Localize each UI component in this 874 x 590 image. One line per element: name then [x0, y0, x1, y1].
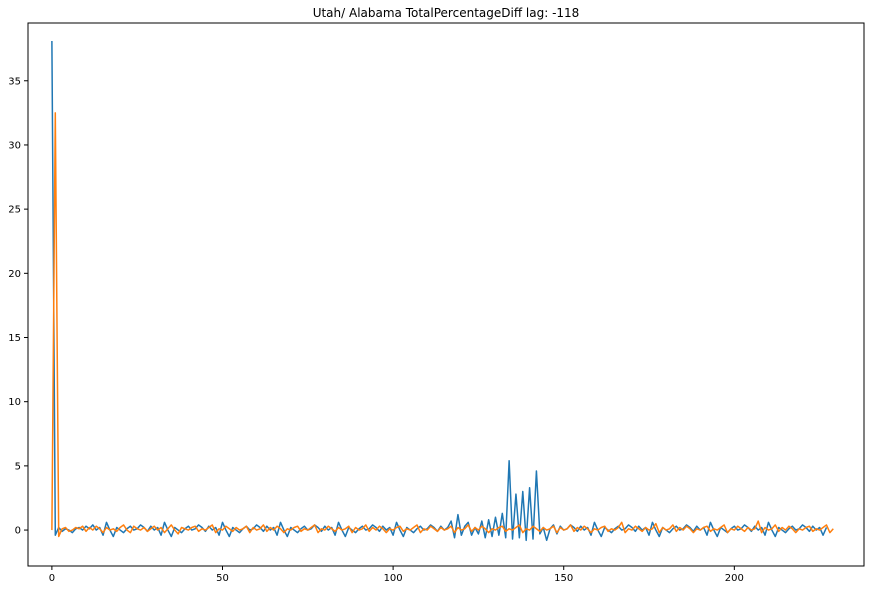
x-tick-label-1: 50	[216, 573, 229, 584]
y-tick-label-0: 0	[15, 526, 21, 537]
x-tick-label-4: 200	[725, 573, 744, 584]
x-tick-label-3: 150	[554, 573, 573, 584]
series-layer	[51, 40, 834, 542]
x-tick-label-0: 0	[49, 573, 55, 584]
y-tick-label-5: 25	[8, 205, 21, 216]
tick-layer: 0 50 100 150 200 0 5 10 15 20 25 30 35	[8, 76, 744, 584]
y-tick-label-7: 35	[8, 76, 21, 87]
y-tick-label-1: 5	[15, 461, 21, 472]
plot-frame	[27, 22, 865, 567]
series-line-1	[51, 112, 834, 538]
y-tick-label-3: 15	[8, 333, 21, 344]
x-tick-label-2: 100	[384, 573, 403, 584]
chart-title: Utah/ Alabama TotalPercentageDiff lag: -…	[313, 6, 580, 20]
y-tick-label-4: 20	[8, 269, 21, 280]
y-tick-label-2: 10	[8, 397, 21, 408]
y-tick-label-6: 30	[8, 140, 21, 151]
series-line-0	[51, 40, 828, 542]
